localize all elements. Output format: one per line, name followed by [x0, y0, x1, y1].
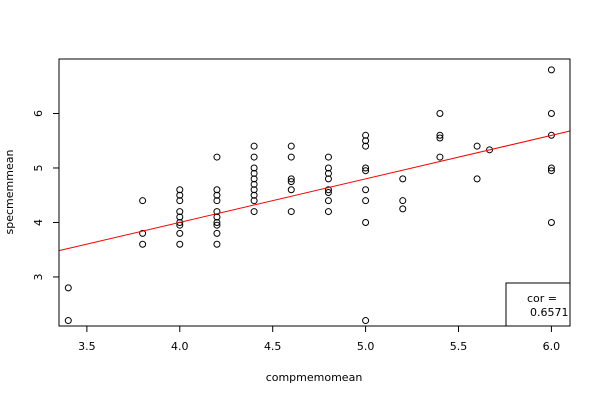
data-point — [473, 175, 481, 183]
x-tick-label: 5.5 — [450, 340, 468, 353]
data-point — [547, 131, 555, 139]
x-axis-title: compmemomean — [266, 371, 363, 384]
data-point — [250, 186, 258, 194]
data-point — [176, 218, 184, 226]
data-point — [362, 137, 370, 145]
data-point — [213, 197, 221, 205]
data-point — [547, 66, 555, 74]
y-axis-title: specmemmean — [3, 150, 16, 235]
x-tick-label: 4.5 — [264, 340, 282, 353]
legend-value: 0.6571 — [530, 306, 569, 319]
data-point — [213, 191, 221, 199]
data-point — [139, 197, 147, 205]
data-point — [176, 240, 184, 248]
plot-frame — [58, 58, 571, 327]
data-point — [176, 208, 184, 216]
data-point — [399, 197, 407, 205]
data-point — [362, 167, 370, 175]
y-tick-label: 6 — [32, 110, 45, 117]
data-point — [287, 175, 295, 183]
data-point — [250, 197, 258, 205]
data-point — [250, 191, 258, 199]
data-point — [213, 240, 221, 248]
regression-line — [58, 130, 571, 252]
x-tick-label: 6.0 — [543, 340, 561, 353]
correlation-legend: cor = 0.6571 — [505, 282, 571, 327]
data-point — [324, 175, 332, 183]
data-point — [250, 175, 258, 183]
data-point — [362, 197, 370, 205]
data-point — [287, 208, 295, 216]
legend-label: cor = — [527, 292, 557, 305]
data-point — [362, 317, 370, 325]
x-tick-label: 3.5 — [78, 340, 96, 353]
data-point — [176, 197, 184, 205]
data-point — [362, 186, 370, 194]
data-point — [324, 189, 332, 196]
data-point — [176, 229, 184, 237]
data-point — [436, 153, 444, 161]
data-point — [362, 218, 370, 226]
y-tick-label: 4 — [32, 219, 45, 226]
y-axis: 3 4 5 6 — [32, 110, 59, 280]
data-point — [362, 142, 370, 150]
data-point — [287, 178, 295, 186]
x-axis: 3.5 4.0 4.5 5.0 5.5 6.0 — [78, 326, 560, 353]
data-point — [324, 197, 332, 205]
data-point — [362, 131, 370, 139]
x-tick-label: 5.0 — [357, 340, 375, 353]
points-layer — [64, 66, 555, 325]
data-point — [324, 164, 332, 172]
data-point — [287, 142, 295, 150]
data-point — [250, 180, 258, 188]
data-point — [324, 153, 332, 161]
data-point — [324, 186, 332, 194]
data-point — [399, 205, 407, 213]
legend-box — [505, 282, 571, 327]
data-point — [436, 134, 444, 142]
fit-line-layer — [58, 130, 571, 252]
data-point — [324, 169, 332, 177]
data-point — [547, 167, 555, 175]
data-point — [250, 208, 258, 216]
data-point — [287, 153, 295, 161]
data-point — [547, 109, 555, 117]
data-point — [287, 186, 295, 194]
data-point — [213, 208, 221, 216]
data-point — [139, 240, 147, 248]
data-point — [436, 131, 444, 139]
data-point — [324, 208, 332, 216]
data-point — [362, 164, 370, 172]
y-tick-label: 5 — [32, 164, 45, 171]
data-point — [213, 229, 221, 237]
data-point — [176, 213, 184, 221]
data-point — [250, 153, 258, 161]
data-point — [250, 169, 258, 177]
data-point — [176, 191, 184, 199]
data-point — [213, 218, 221, 226]
data-point — [139, 229, 147, 237]
x-tick-label: 4.0 — [171, 340, 189, 353]
data-point — [213, 221, 221, 229]
data-point — [213, 186, 221, 194]
data-point — [436, 109, 444, 117]
y-tick-label: 3 — [32, 273, 45, 280]
data-point — [547, 218, 555, 226]
data-point — [547, 164, 555, 172]
data-point — [399, 175, 407, 183]
data-point — [250, 142, 258, 150]
data-point — [176, 186, 184, 194]
data-point — [473, 142, 481, 150]
data-point — [213, 153, 221, 161]
data-point — [64, 317, 72, 325]
data-point — [64, 284, 72, 292]
data-point — [486, 146, 494, 154]
data-point — [250, 164, 258, 172]
